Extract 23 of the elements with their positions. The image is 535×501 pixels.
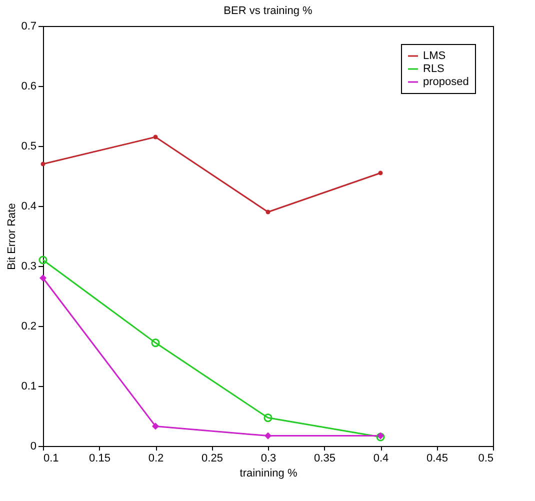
y-tick-label: 0.7 xyxy=(21,20,36,32)
x-tick-label: 0.5 xyxy=(478,452,494,464)
chart-title: BER vs training % xyxy=(224,5,313,17)
x-tick-label: 0.1 xyxy=(44,452,59,464)
y-tick-label: 0.6 xyxy=(21,80,36,92)
x-tick-label: 0.4 xyxy=(373,452,389,464)
y-tick-label: 0.3 xyxy=(21,260,36,272)
x-axis-title: trainining % xyxy=(240,468,298,480)
legend-label: LMS xyxy=(423,50,446,62)
y-tick-label: 0.5 xyxy=(21,140,36,152)
x-tick-label: 0.3 xyxy=(260,452,276,464)
x-tick-label: 0.15 xyxy=(89,452,110,464)
y-tick-label: 0.2 xyxy=(21,320,36,332)
legend-label: proposed xyxy=(423,76,469,88)
y-tick-label: 0.4 xyxy=(21,200,36,212)
x-tick-label: 0.25 xyxy=(202,452,223,464)
x-tick-label: 0.35 xyxy=(314,452,336,464)
y-tick-label: 0 xyxy=(30,440,36,452)
legend-label: RLS xyxy=(423,63,444,75)
x-tick-label: 0.45 xyxy=(426,452,448,464)
y-tick-label: 0.1 xyxy=(21,380,36,392)
y-axis-title: Bit Error Rate xyxy=(6,203,18,270)
x-tick-label: 0.2 xyxy=(148,452,164,464)
